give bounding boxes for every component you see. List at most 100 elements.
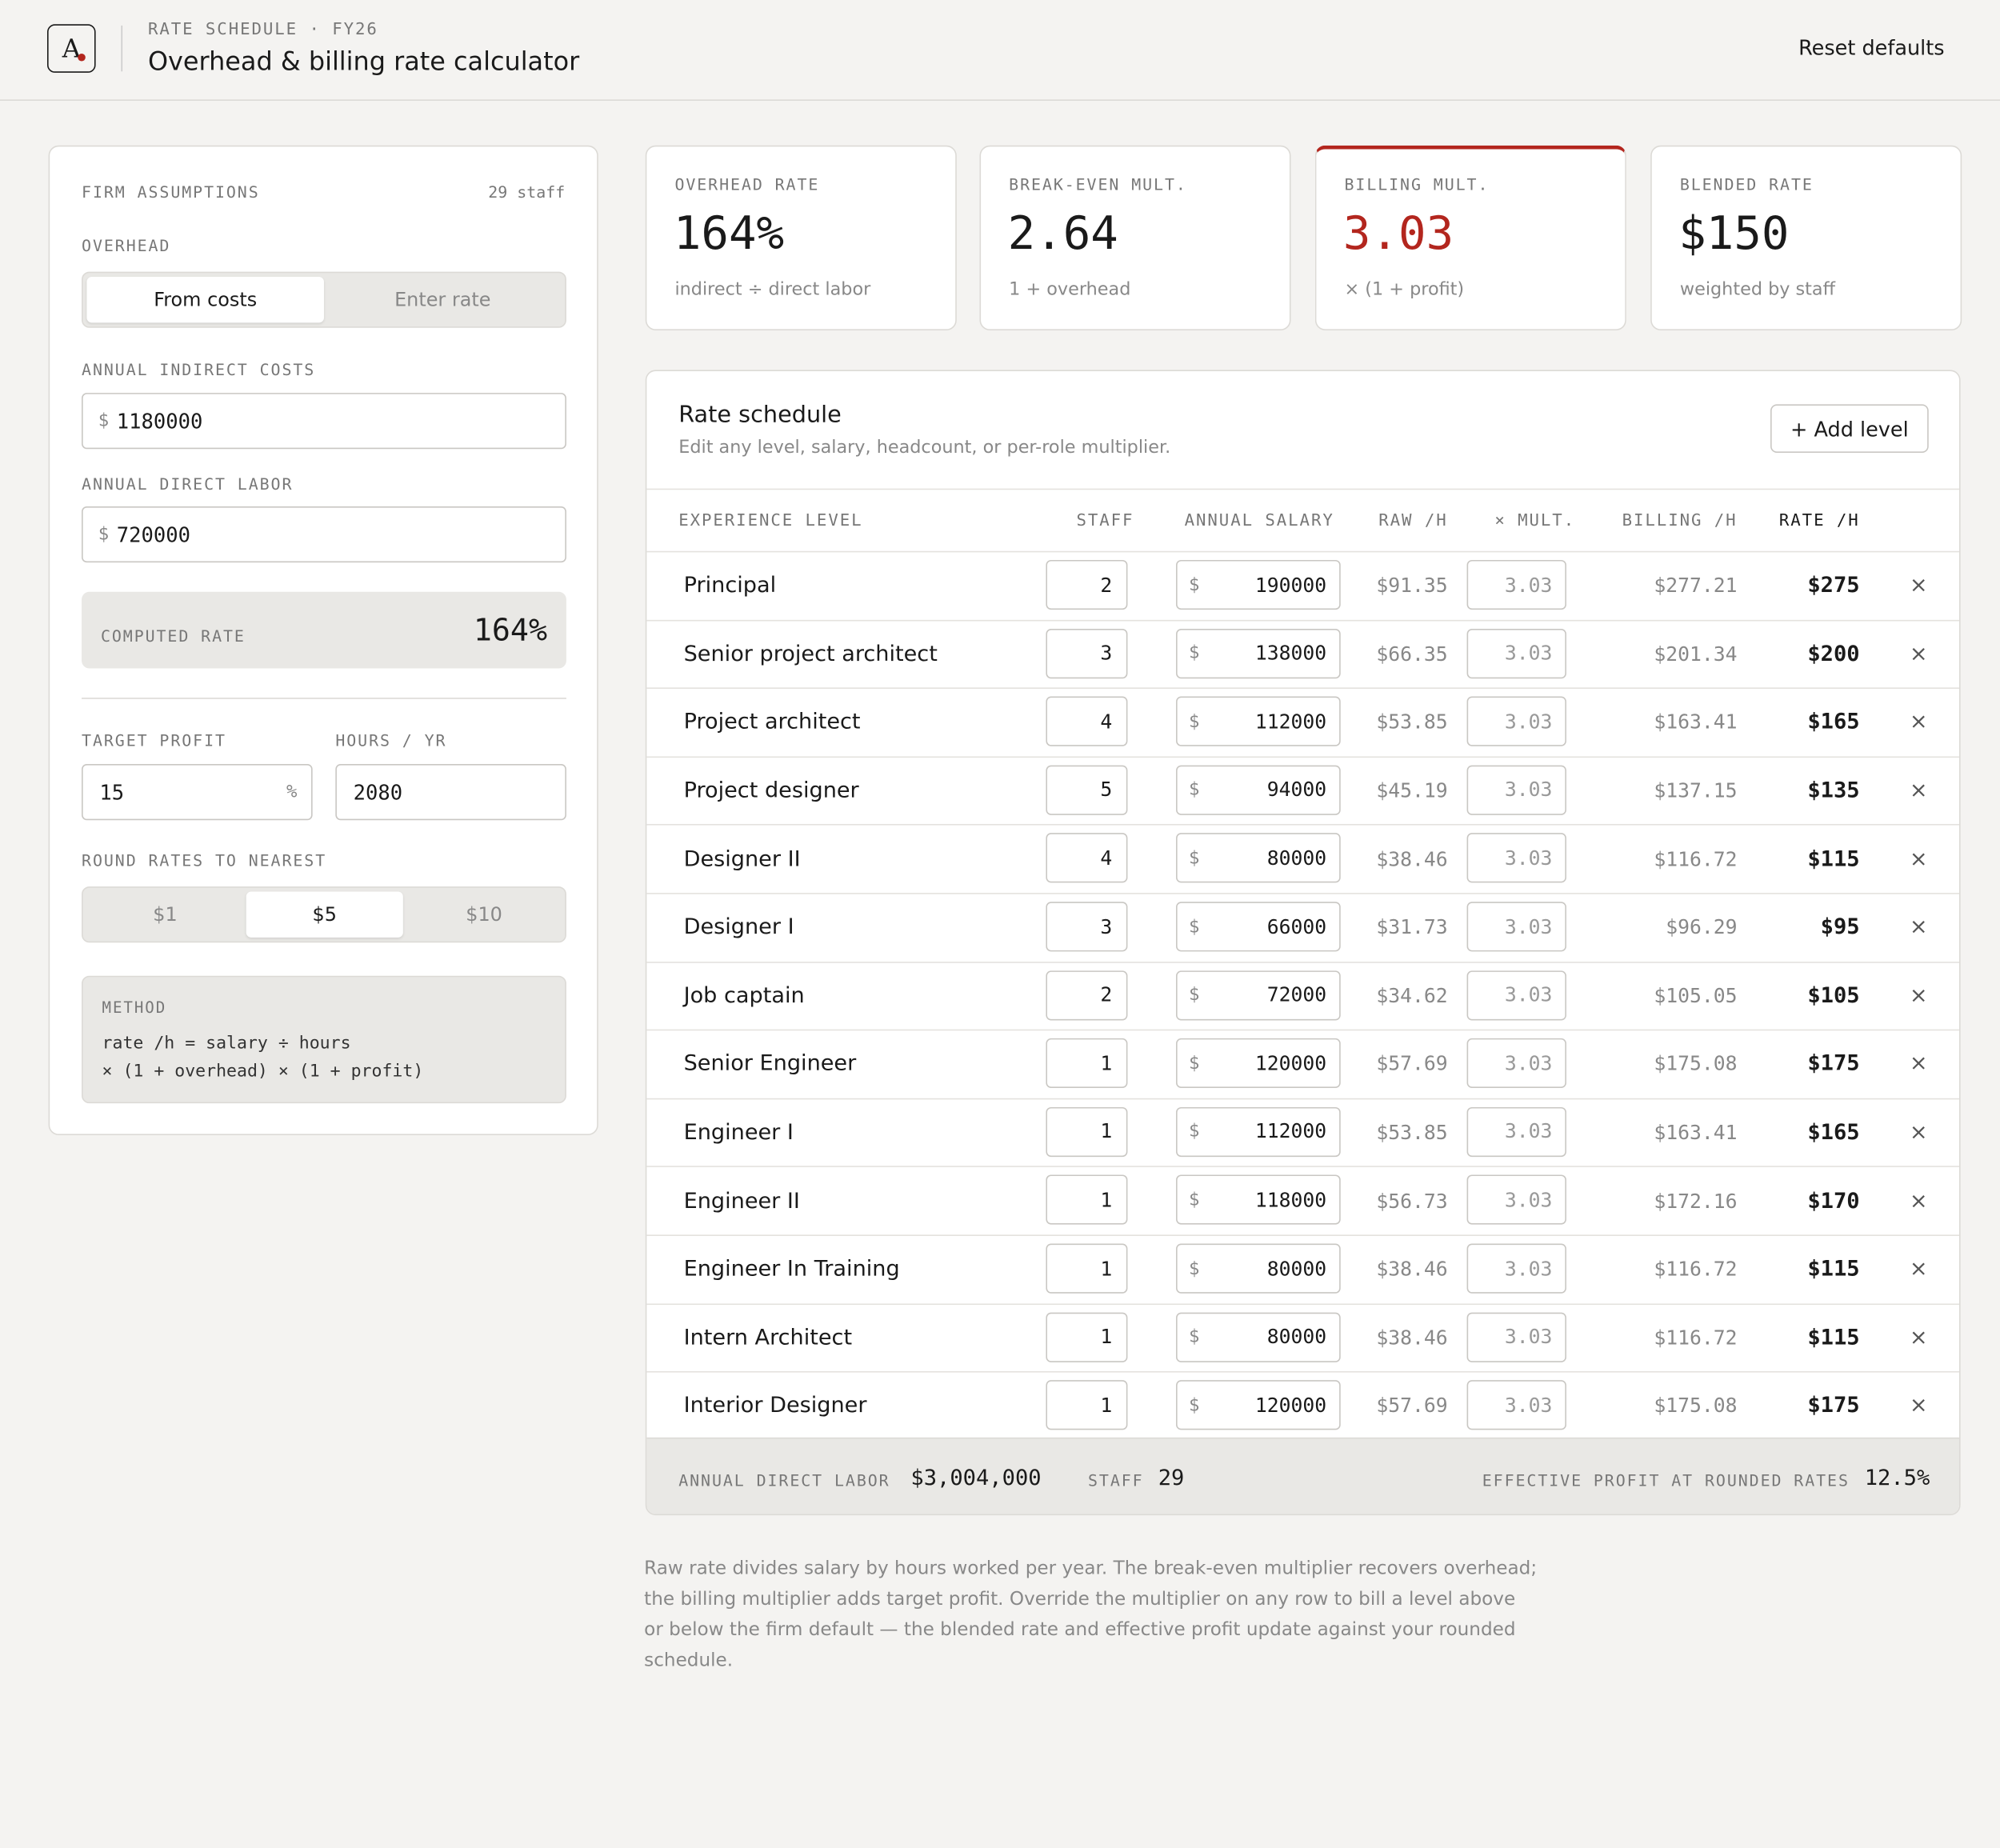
- salary-input[interactable]: $72000: [1176, 970, 1341, 1020]
- salary-input[interactable]: $80000: [1176, 833, 1341, 883]
- mult-input[interactable]: 3.03: [1466, 1380, 1566, 1430]
- mult-input[interactable]: 3.03: [1466, 628, 1566, 678]
- staff-input[interactable]: 4: [1046, 696, 1128, 747]
- salary-input[interactable]: $80000: [1176, 1311, 1341, 1362]
- salary-input[interactable]: $138000: [1176, 628, 1341, 678]
- level-name: Engineer II: [683, 1188, 800, 1214]
- column-label: RATE /H: [1778, 511, 1860, 531]
- remove-button[interactable]: ×: [1909, 1120, 1928, 1146]
- remove-button[interactable]: ×: [1909, 846, 1928, 873]
- staff-input[interactable]: 2: [1046, 559, 1128, 610]
- toggle-option[interactable]: From costs: [86, 276, 324, 323]
- schedule-title: Rate schedule: [678, 402, 842, 429]
- toggle-option[interactable]: Enter rate: [394, 288, 491, 312]
- round-toggle: $1 $5 $10: [82, 886, 566, 943]
- kpi-label: BREAK-EVEN MULT.: [1009, 174, 1187, 194]
- salary-input[interactable]: $190000: [1176, 559, 1341, 610]
- rate: $105: [1807, 983, 1860, 1009]
- staff-input[interactable]: 3: [1046, 628, 1128, 678]
- column-label: × MULT.: [1494, 511, 1576, 531]
- computed-box: COMPUTED RATE 164%: [82, 591, 566, 669]
- staff-input[interactable]: 4: [1046, 833, 1128, 883]
- kpi-card: BREAK-EVEN MULT. 2.64 1 + overhead: [979, 145, 1291, 330]
- mult-input[interactable]: 3.03: [1466, 902, 1566, 952]
- mult-input[interactable]: 3.03: [1466, 1038, 1566, 1089]
- raw-rate: $66.35: [1376, 642, 1448, 666]
- mult-input[interactable]: 3.03: [1466, 1311, 1566, 1362]
- billing-rate: $116.72: [1654, 1326, 1738, 1350]
- salary-input[interactable]: $112000: [1176, 696, 1341, 747]
- currency: $: [98, 524, 110, 545]
- footer-value: $3,004,000: [910, 1465, 1042, 1491]
- remove-button[interactable]: ×: [1909, 1051, 1928, 1078]
- salary-input[interactable]: $112000: [1176, 1106, 1341, 1157]
- table-row: Senior project architect 3 $138000 $66.35 3.…: [646, 619, 1959, 687]
- field-label: HOURS / YR: [335, 730, 447, 750]
- currency: $: [1188, 1190, 1200, 1210]
- staff-input[interactable]: 2: [1046, 970, 1128, 1020]
- staff-input[interactable]: 1: [1046, 1311, 1128, 1362]
- mult-input[interactable]: 3.03: [1466, 970, 1566, 1020]
- mult-input[interactable]: 3.03: [1466, 1243, 1566, 1294]
- direct-input[interactable]: $720000: [82, 506, 566, 563]
- assumptions-card: FIRM ASSUMPTIONS 29 staff OVERHEAD From …: [48, 145, 598, 1136]
- staff-input[interactable]: 1: [1046, 1380, 1128, 1430]
- salary-input[interactable]: $120000: [1176, 1038, 1341, 1089]
- billing-rate: $137.15: [1654, 779, 1738, 803]
- remove-button[interactable]: ×: [1909, 1188, 1928, 1214]
- kpi-note: 1 + overhead: [1009, 279, 1131, 300]
- kpi-card: OVERHEAD RATE 164% indirect ÷ direct labor: [645, 145, 957, 330]
- billing-rate: $175.08: [1654, 1394, 1738, 1418]
- remove-button[interactable]: ×: [1909, 983, 1928, 1009]
- staff-input[interactable]: 1: [1046, 1038, 1128, 1089]
- mult-input[interactable]: 3.03: [1466, 559, 1566, 610]
- toggle-option[interactable]: $1: [153, 902, 178, 926]
- currency: $: [1188, 711, 1200, 732]
- hours-input[interactable]: 2080: [335, 764, 566, 821]
- toggle-option[interactable]: $5: [246, 891, 403, 938]
- mult-input[interactable]: 3.03: [1466, 1175, 1566, 1226]
- remove-button[interactable]: ×: [1909, 710, 1928, 736]
- computed-label: COMPUTED RATE: [100, 626, 246, 646]
- remove-button[interactable]: ×: [1909, 1256, 1928, 1282]
- salary-value: 138000: [1254, 642, 1327, 665]
- salary-input[interactable]: $120000: [1176, 1380, 1341, 1430]
- table-row: Interior Designer 1 $120000 $57.69 3.03 $175.…: [646, 1371, 1959, 1439]
- add-level-button[interactable]: + Add level: [1770, 404, 1929, 454]
- level-name: Job captain: [683, 983, 805, 1009]
- table-row: Designer II 4 $80000 $38.46 3.03 $116.72 $115 ×: [646, 824, 1959, 893]
- remove-button[interactable]: ×: [1909, 1325, 1928, 1351]
- rate: $200: [1807, 641, 1860, 667]
- mult-input[interactable]: 3.03: [1466, 833, 1566, 883]
- field-label: TARGET PROFIT: [82, 730, 226, 750]
- raw-rate: $56.73: [1376, 1190, 1448, 1213]
- staff-input[interactable]: 1: [1046, 1243, 1128, 1294]
- staff-input[interactable]: 1: [1046, 1175, 1128, 1226]
- raw-rate: $31.73: [1376, 916, 1448, 939]
- toggle-option[interactable]: $10: [466, 902, 502, 926]
- remove-button[interactable]: ×: [1909, 1393, 1928, 1419]
- level-name: Project designer: [683, 778, 859, 804]
- salary-input[interactable]: $118000: [1176, 1175, 1341, 1226]
- reset-button[interactable]: Reset defaults: [1798, 35, 1945, 60]
- remove-button[interactable]: ×: [1909, 641, 1928, 667]
- staff-input[interactable]: 1: [1046, 1106, 1128, 1157]
- method-box: METHOD rate /h = salary ÷ hours × (1 + o…: [82, 975, 566, 1104]
- salary-input[interactable]: $66000: [1176, 902, 1341, 952]
- salary-input[interactable]: $94000: [1176, 765, 1341, 815]
- remove-button[interactable]: ×: [1909, 914, 1928, 941]
- remove-button[interactable]: ×: [1909, 573, 1928, 599]
- mult-input[interactable]: 3.03: [1466, 696, 1566, 747]
- salary-value: 120000: [1254, 1394, 1327, 1417]
- raw-rate: $57.69: [1376, 1394, 1448, 1418]
- mult-input[interactable]: 3.03: [1466, 1106, 1566, 1157]
- indirect-input[interactable]: $1180000: [82, 393, 566, 450]
- mult-input[interactable]: 3.03: [1466, 765, 1566, 815]
- profit-input[interactable]: 15%: [82, 764, 313, 821]
- staff-input[interactable]: 3: [1046, 902, 1128, 952]
- salary-input[interactable]: $80000: [1176, 1243, 1341, 1294]
- logo-dot: [78, 53, 86, 62]
- remove-button[interactable]: ×: [1909, 778, 1928, 804]
- staff-input[interactable]: 5: [1046, 765, 1128, 815]
